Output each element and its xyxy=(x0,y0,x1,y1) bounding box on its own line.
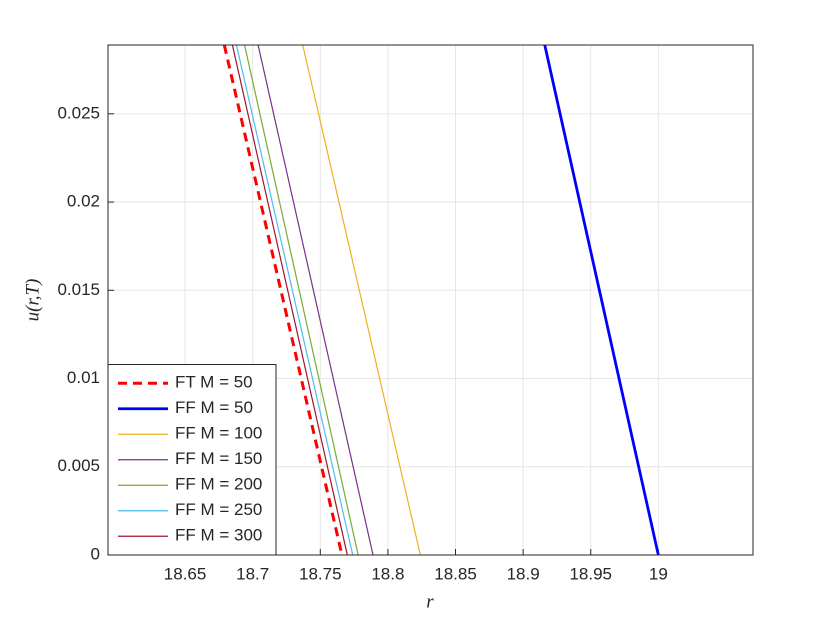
y-axis-label: u(r,T) xyxy=(22,279,43,322)
legend-label: FF M = 50 xyxy=(175,398,253,417)
series-line xyxy=(235,45,354,555)
x-tick-label: 18.9 xyxy=(507,564,540,583)
legend-label: FT M = 50 xyxy=(175,373,253,392)
x-tick-label: 18.8 xyxy=(371,564,404,583)
legend-label: FF M = 100 xyxy=(175,424,262,443)
series-line xyxy=(257,45,374,555)
series-line xyxy=(231,45,348,555)
series-line xyxy=(543,45,660,555)
series-line xyxy=(222,45,344,555)
legend-label: FF M = 200 xyxy=(175,475,262,494)
series-line xyxy=(243,45,359,555)
x-tick-label: 18.85 xyxy=(434,564,477,583)
plot-area xyxy=(222,45,660,555)
x-tick-label: 18.75 xyxy=(299,564,342,583)
legend-label: FF M = 150 xyxy=(175,449,262,468)
x-axis-label: r xyxy=(426,591,434,612)
x-tick-label: 19 xyxy=(649,564,668,583)
y-tick-label: 0.02 xyxy=(67,192,100,211)
legend-label: FF M = 250 xyxy=(175,500,262,519)
series-line xyxy=(302,45,421,555)
y-tick-label: 0 xyxy=(91,544,100,563)
y-tick-label: 0.025 xyxy=(57,103,100,122)
y-tick-label: 0.015 xyxy=(57,280,100,299)
y-tick-label: 0.005 xyxy=(57,456,100,475)
x-tick-label: 18.65 xyxy=(164,564,207,583)
y-tick-label: 0.01 xyxy=(67,368,100,387)
legend-label: FF M = 300 xyxy=(175,526,262,545)
x-tick-label: 18.7 xyxy=(236,564,269,583)
axes-box xyxy=(107,44,754,556)
x-tick-label: 18.95 xyxy=(569,564,612,583)
